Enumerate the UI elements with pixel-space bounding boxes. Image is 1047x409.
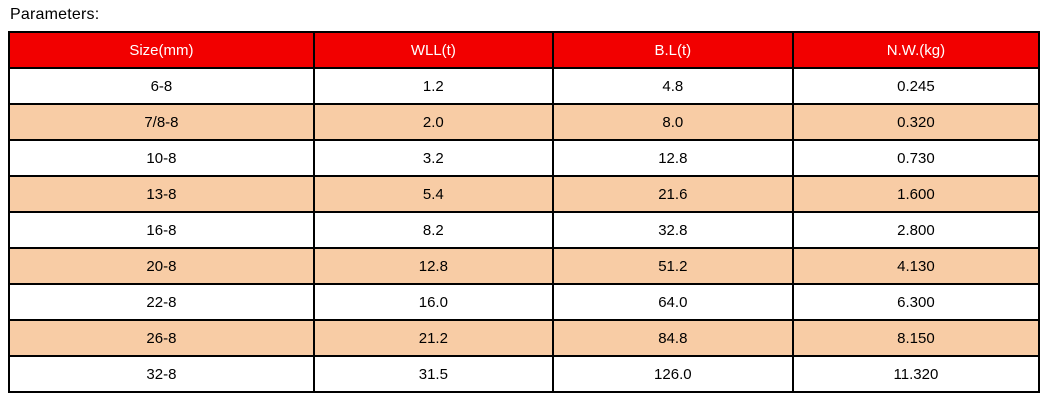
table-cell: 11.320 [791, 355, 1041, 393]
table-cell: 21.6 [551, 175, 794, 213]
table-cell: 31.5 [312, 355, 554, 393]
table-cell: 4.8 [551, 67, 794, 105]
table-cell: 126.0 [551, 355, 794, 393]
table-cell: 12.8 [312, 247, 554, 285]
table-row: 13-8 5.4 21.6 1.600 [8, 175, 1041, 213]
table-row: 26-8 21.2 84.8 8.150 [8, 319, 1041, 357]
table-cell: 2.800 [791, 211, 1041, 249]
column-header-bl: B.L(t) [551, 31, 794, 69]
table-cell: 3.2 [312, 139, 554, 177]
column-header-wll: WLL(t) [312, 31, 554, 69]
table-row: 10-8 3.2 12.8 0.730 [8, 139, 1041, 177]
table-cell: 16.0 [312, 283, 554, 321]
page-title: Parameters: [10, 6, 100, 23]
table-cell: 8.0 [551, 103, 794, 141]
table-cell: 32-8 [8, 355, 315, 393]
table-cell: 0.245 [791, 67, 1041, 105]
column-header-nw: N.W.(kg) [791, 31, 1041, 69]
table-body: 6-8 1.2 4.8 0.245 7/8-8 2.0 8.0 0.320 10-8 3.2 12.… [8, 67, 1041, 393]
table-row: 16-8 8.2 32.8 2.800 [8, 211, 1041, 249]
table-cell: 1.2 [312, 67, 554, 105]
table-row: 7/8-8 2.0 8.0 0.320 [8, 103, 1041, 141]
table-cell: 84.8 [551, 319, 794, 357]
column-header-size: Size(mm) [8, 31, 315, 69]
table-cell: 13-8 [8, 175, 315, 213]
table-cell: 12.8 [551, 139, 794, 177]
table-row: 6-8 1.2 4.8 0.245 [8, 67, 1041, 105]
table-cell: 0.730 [791, 139, 1041, 177]
table-cell: 22-8 [8, 283, 315, 321]
table-header-row: Size(mm) WLL(t) B.L(t) N.W.(kg) [8, 31, 1041, 69]
table-cell: 51.2 [551, 247, 794, 285]
table-cell: 8.2 [312, 211, 554, 249]
table-cell: 26-8 [8, 319, 315, 357]
table-cell: 6-8 [8, 67, 315, 105]
table-cell: 4.130 [791, 247, 1041, 285]
parameters-table: Size(mm) WLL(t) B.L(t) N.W.(kg) 6-8 1.2 4.… [8, 31, 1041, 393]
table-row: 20-8 12.8 51.2 4.130 [8, 247, 1041, 285]
table-cell: 5.4 [312, 175, 554, 213]
table-cell: 32.8 [551, 211, 794, 249]
table-cell: 1.600 [791, 175, 1041, 213]
table-cell: 10-8 [8, 139, 315, 177]
table-cell: 7/8-8 [8, 103, 315, 141]
table-row: 32-8 31.5 126.0 11.320 [8, 355, 1041, 393]
table-cell: 6.300 [791, 283, 1041, 321]
table-cell: 16-8 [8, 211, 315, 249]
table-cell: 21.2 [312, 319, 554, 357]
table-cell: 2.0 [312, 103, 554, 141]
table-cell: 8.150 [791, 319, 1041, 357]
table-cell: 20-8 [8, 247, 315, 285]
table-row: 22-8 16.0 64.0 6.300 [8, 283, 1041, 321]
table-cell: 64.0 [551, 283, 794, 321]
table-cell: 0.320 [791, 103, 1041, 141]
